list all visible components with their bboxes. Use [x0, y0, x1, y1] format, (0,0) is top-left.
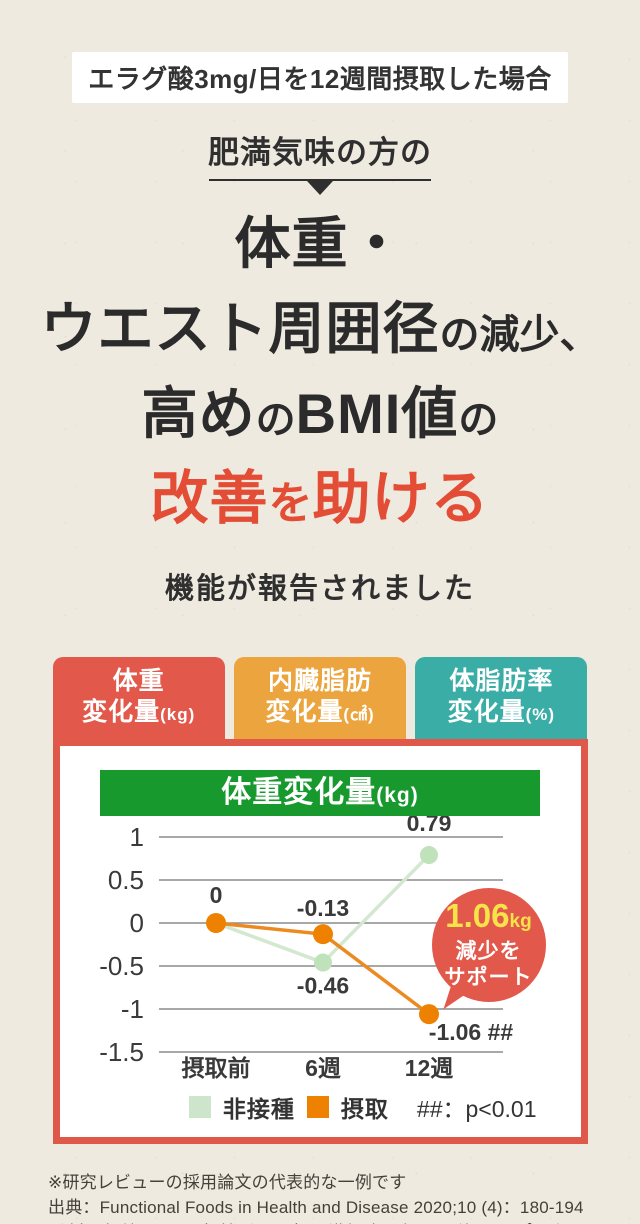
line-chart-svg: 1 0.5 0 -0.5 -1 -1.5 摂取前 6週 12週 0 -0.46 0.79 -0.13 -1… [99, 816, 513, 1081]
audience-label: 肥満気味の方の [208, 135, 432, 170]
tab-visceral-fat-change[interactable]: 内臓脂肪 変化量(㎠) [233, 657, 407, 739]
chart-legend: 非接種 摂取 ##：p<0.01 [60, 1090, 581, 1124]
tab-body-fat-rate-change[interactable]: 体脂肪率 変化量(%) [415, 657, 588, 739]
footnote-line: ※研究レビューの採用論文の代表的な一例です [48, 1173, 407, 1192]
headline-line4-small: を [268, 479, 313, 528]
tab-weight-unit: (kg) [160, 705, 196, 724]
headline-line3-big1: 高め [141, 382, 256, 445]
chart-title-unit: (kg) [376, 784, 419, 807]
headline-line3-small1: の [255, 398, 296, 442]
legend-label-control: 非接種 [222, 1096, 295, 1122]
chart-title: 体重変化量(kg) [100, 770, 540, 816]
line-chart: 1 0.5 0 -0.5 -1 -1.5 摂取前 6週 12週 0 -0.46 0.79 -0.13 -1… [60, 816, 581, 1086]
svg-text:-1: -1 [120, 994, 143, 1024]
svg-text:0: 0 [129, 908, 143, 938]
svg-text:-1.5: -1.5 [99, 1037, 144, 1067]
svg-text:0.5: 0.5 [107, 865, 143, 895]
headline-line1: 体重・ [234, 212, 406, 275]
svg-text:-0.46: -0.46 [296, 973, 348, 999]
headline-line4-big2: 助ける [312, 466, 490, 531]
badge-value: 1.06 [445, 896, 510, 934]
legend-label-intake: 摂取 [340, 1096, 389, 1122]
headline-line4-big1: 改善 [150, 466, 269, 531]
svg-text:0.79: 0.79 [406, 816, 451, 836]
underline-divider [209, 179, 431, 181]
svg-text:6週: 6週 [305, 1055, 341, 1081]
legend-swatch-intake [306, 1096, 329, 1118]
audience-block: 肥満気味の方の [0, 127, 640, 195]
svg-text:0: 0 [209, 882, 222, 908]
badge-unit: kg [509, 910, 532, 932]
headline-line3-small2: の [458, 398, 499, 442]
legend-swatch-control [188, 1096, 211, 1118]
svg-text:摂取前: 摂取前 [181, 1055, 250, 1081]
series-摂取 [205, 913, 439, 1025]
reduction-badge: 1.06kg 減少を サポート [431, 888, 546, 1016]
metric-tabs: 体重 変化量(kg) 内臓脂肪 変化量(㎠) 体脂肪率 変化量(%) [52, 657, 588, 739]
headline-line2-big: ウエスト周囲径 [40, 297, 440, 360]
svg-text:-1.06 ##: -1.06 ## [428, 1019, 513, 1045]
footnote-line: <対象>年齢:20～64歳 性別：男女 肥満気味の方 (BMI値25kg/㎡以上… [48, 1220, 608, 1224]
significance-note: ##：p<0.01 [416, 1096, 537, 1122]
svg-text:1: 1 [129, 822, 143, 852]
footnote-line: 出典：Functional Foods in Health and Diseas… [48, 1198, 584, 1217]
point-labels: 0 -0.46 0.79 -0.13 -1.06 ## [209, 816, 513, 1045]
badge-line2: 減少を [455, 939, 522, 963]
badge-line3: サポート [444, 965, 533, 989]
condition-label: エラグ酸3mg/日を12週間摂取した場合 [72, 52, 568, 103]
headline-line2-small: の減少、 [439, 313, 600, 357]
headline-subtext: 機能が報告されました [164, 573, 475, 605]
footnotes: ※研究レビューの採用論文の代表的な一例です 出典：Functional Food… [48, 1170, 608, 1224]
svg-text:12週: 12週 [404, 1055, 453, 1081]
page-title: 体重・ ウエスト周囲径の減少、 高めのBMI値の 改善を助ける [0, 209, 640, 549]
x-axis-labels: 摂取前 6週 12週 [181, 1055, 453, 1081]
svg-text:-0.5: -0.5 [99, 951, 144, 981]
tab-weight-change[interactable]: 体重 変化量(kg) [52, 657, 225, 739]
chart-panel: 体重変化量(kg) 1 0.5 0 -0.5 -1 -1.5 摂取前 6週 12週 0 -0.46 0… [52, 739, 588, 1144]
tab-visceral-unit: (㎠) [343, 705, 375, 724]
tab-bodyfat-unit: (%) [525, 705, 556, 724]
svg-text:-0.13: -0.13 [296, 895, 348, 921]
headline-line3-big2: BMI値 [295, 382, 459, 445]
down-arrow-icon [307, 181, 333, 195]
